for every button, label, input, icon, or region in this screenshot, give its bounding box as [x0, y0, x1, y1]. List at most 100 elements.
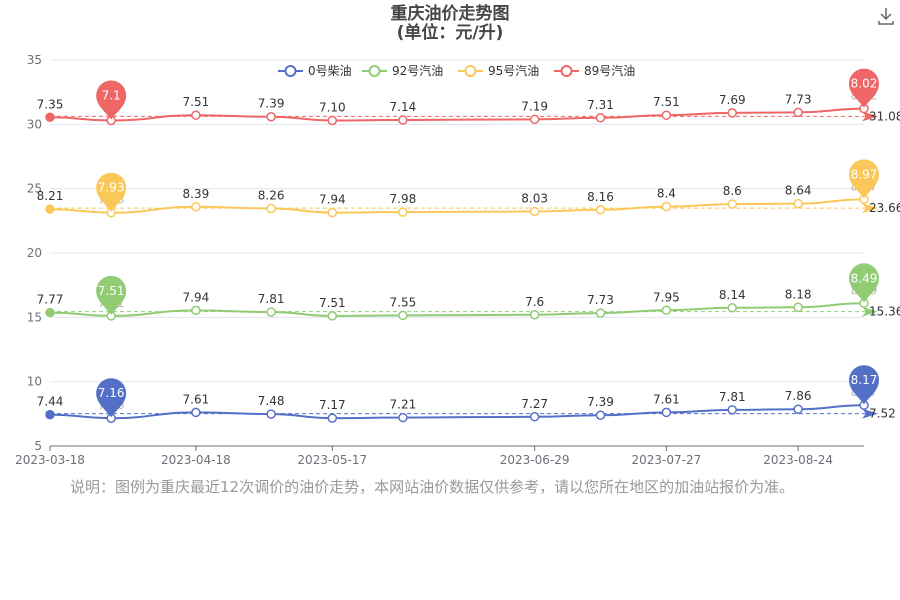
y-axis: 5 10 15 20 25 30 35: [27, 53, 42, 453]
legend[interactable]: 0号柴油 92号汽油 95号汽油 89号汽油: [278, 63, 635, 78]
data-point: [191, 305, 201, 316]
download-icon[interactable]: [876, 6, 896, 26]
min-pin-label: 7.16: [98, 386, 125, 400]
x-tick-label: 2023-05-17: [297, 453, 367, 467]
data-point: [398, 412, 408, 423]
data-label: 7.44: [37, 395, 64, 409]
series-1: 7.77 7.51 7.94 7.81 7.51 7.55 7.6 7.73 7.95 8.14 8…: [37, 263, 879, 321]
series-0: 7.44 7.16 7.61 7.48 7.17 7.21 7.27 7.39 7.61 7.81…: [37, 365, 879, 423]
data-point: [529, 206, 540, 217]
legend-item-1[interactable]: 92号汽油: [362, 63, 443, 78]
data-label: 7.31: [587, 98, 614, 112]
data-label: 7.61: [653, 392, 680, 406]
data-label: 8.39: [183, 187, 210, 201]
average-label: 31.08: [869, 109, 900, 123]
max-pin: [849, 365, 879, 405]
x-tick-label: 2023-07-27: [632, 453, 702, 467]
data-point: [727, 303, 738, 313]
max-pin: [849, 68, 879, 108]
legend-marker: [368, 65, 381, 77]
max-pin-label: 8.02: [851, 77, 878, 91]
data-point: [266, 409, 276, 419]
data-label: 7.10: [319, 100, 346, 114]
data-point: [793, 107, 803, 118]
data-point: [793, 302, 803, 313]
data-label: 7.17: [319, 398, 346, 412]
data-point: [191, 202, 201, 212]
max-pin-label: 8.49: [851, 271, 878, 285]
data-point: [398, 310, 408, 321]
data-label: 7.27: [521, 397, 548, 411]
y-tick-label: 35: [27, 53, 42, 67]
grid-lines: [50, 59, 864, 383]
data-point: [266, 203, 276, 214]
series-3: 7.35 7.1 7.51 7.39 7.10 7.14 7.19 7.31 7.51 7.69 7…: [37, 68, 879, 126]
data-label: 7.77: [37, 293, 64, 307]
average-arrow: [862, 306, 878, 317]
average-arrow: [862, 111, 878, 122]
data-label: 8.4: [657, 187, 676, 201]
x-tick-label: 2023-06-29: [500, 453, 570, 467]
data-point: [45, 204, 55, 214]
data-point: [727, 199, 738, 209]
data-label: 7.73: [785, 92, 812, 106]
data-label: 7.98: [390, 192, 417, 206]
chart-subtitle: (单位：元/升): [397, 22, 504, 43]
legend-label: 0号柴油: [308, 64, 352, 78]
min-pin: [96, 275, 127, 315]
legend-label: 95号汽油: [488, 63, 539, 78]
x-tick-label: 2023-04-18: [161, 453, 231, 467]
data-label: 7.69: [719, 93, 746, 107]
y-tick-label: 10: [27, 375, 42, 389]
x-tick-label: 2023-08-24: [763, 453, 833, 467]
data-label: 8.64: [785, 184, 812, 198]
data-label: 7.94: [319, 193, 346, 207]
data-label: 7.51: [183, 95, 210, 109]
max-pin-label: 8.17: [851, 373, 878, 387]
data-label: 7.6: [525, 295, 544, 309]
min-pin: [96, 172, 127, 212]
data-point: [266, 111, 276, 122]
min-pin: [96, 80, 127, 120]
average-label: 7.52: [869, 407, 896, 421]
data-label: 8.21: [37, 189, 64, 203]
legend-label: 92号汽油: [392, 63, 443, 78]
data-label: 8.26: [258, 188, 285, 202]
data-point: [327, 207, 338, 218]
series-line: [49, 107, 865, 122]
data-label: 7.39: [258, 97, 285, 111]
y-tick-label: 5: [34, 439, 42, 453]
legend-item-3[interactable]: 89号汽油: [554, 63, 635, 78]
average-arrow: [862, 203, 878, 214]
data-label: 7.81: [719, 390, 746, 404]
data-point: [191, 407, 201, 418]
data-point: [327, 413, 338, 423]
max-pin-label: 8.97: [851, 167, 878, 181]
data-point: [595, 205, 606, 215]
data-label: 7.48: [258, 394, 285, 408]
data-point: [191, 110, 201, 120]
data-point: [661, 407, 672, 418]
data-point: [398, 207, 408, 217]
min-pin-label: 7.51: [98, 284, 125, 298]
series-2: 8.21 7.93 8.39 8.26 7.94 7.98 8.03 8.16 8.4 8.6 8.…: [37, 159, 879, 218]
legend-item-0[interactable]: 0号柴油: [278, 64, 352, 78]
legend-marker: [284, 65, 297, 77]
average-label: 15.36: [869, 305, 900, 319]
data-label: 8.6: [723, 184, 742, 198]
average-label: 23.66: [869, 201, 900, 215]
series-line: [49, 302, 865, 317]
data-label: 7.39: [587, 395, 614, 409]
average-lines: 7.52 15.36 23.66 31.08: [50, 109, 900, 421]
min-pin-label: 7.1: [102, 88, 121, 102]
min-pin-label: 7.93: [98, 181, 125, 195]
data-label: 7.95: [653, 290, 680, 304]
data-point: [595, 113, 606, 123]
legend-item-2[interactable]: 95号汽油: [458, 63, 539, 78]
data-label: 7.81: [258, 292, 285, 306]
data-label: 7.35: [37, 97, 64, 111]
x-axis: 2023-03-18 2023-04-18 2023-05-17 2023-06-29…: [15, 445, 864, 467]
data-label: 8.18: [785, 287, 812, 301]
data-point: [595, 410, 606, 420]
